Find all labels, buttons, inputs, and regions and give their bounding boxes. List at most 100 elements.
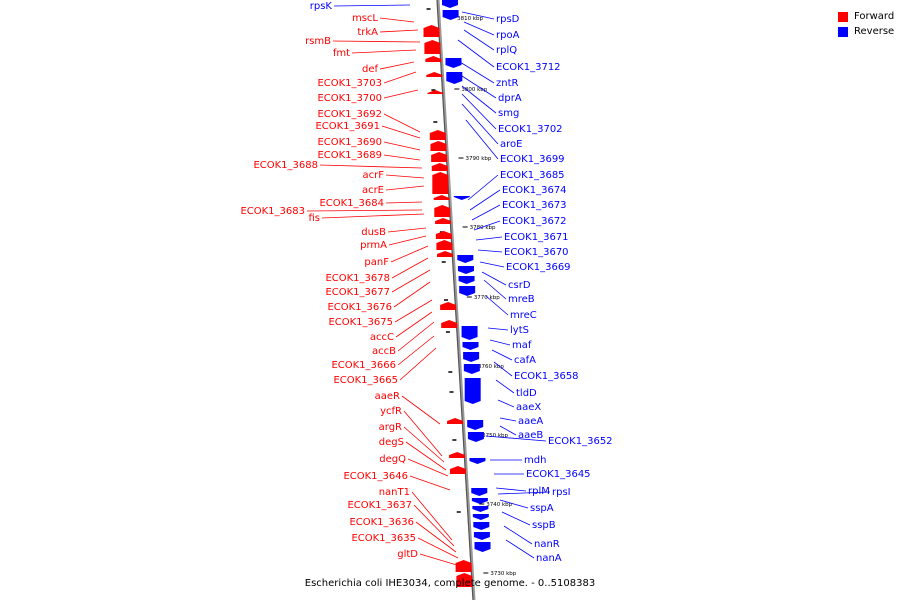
- reverse-leader-line: [461, 103, 499, 145]
- forward-gene-label-ecok1-3635: ECOK1_3635: [351, 533, 416, 544]
- reverse-gene-label-tldd: tldD: [516, 388, 537, 399]
- forward-gene-feature: [427, 90, 444, 94]
- reverse-gene-label-nanr: nanR: [534, 539, 560, 550]
- forward-leader-line: [393, 281, 431, 308]
- forward-gene-label-gltd: gltD: [397, 549, 418, 560]
- reverse-gene-label-ecok1-3672: ECOK1_3672: [502, 216, 567, 227]
- reverse-gene-feature: [445, 58, 462, 68]
- reverse-leader-line: [485, 295, 509, 316]
- reverse-gene-feature: [471, 488, 488, 496]
- reverse-gene-label-zntr: zntR: [496, 78, 519, 89]
- reverse-gene-label-cafa: cafA: [514, 355, 536, 366]
- forward-gene-label-def: def: [362, 64, 379, 75]
- forward-leader-line: [419, 553, 461, 567]
- forward-leader-line: [379, 17, 415, 23]
- forward-gene-feature: [456, 573, 473, 587]
- forward-gene-label-rsmb: rsmB: [305, 36, 331, 47]
- reverse-leader-line: [497, 491, 551, 495]
- forward-gene-feature: [424, 40, 441, 54]
- reverse-leader-line: [469, 189, 501, 211]
- reverse-leader-line: [483, 279, 507, 300]
- reverse-gene-label-ecok1-3670: ECOK1_3670: [504, 247, 569, 258]
- reverse-gene-label-rpsi: rpsI: [552, 487, 571, 498]
- reverse-gene-label-ecok1-3658: ECOK1_3658: [514, 371, 579, 382]
- forward-gene-label-mscl: mscL: [352, 13, 378, 24]
- reverse-gene-feature: [469, 458, 486, 464]
- reverse-gene-label-ecok1-3699: ECOK1_3699: [500, 154, 565, 165]
- forward-gene-feature: [432, 172, 449, 194]
- reverse-swatch: [838, 26, 848, 37]
- forward-gene-label-ecok1-3675: ECOK1_3675: [328, 317, 393, 328]
- forward-leader-line: [407, 458, 449, 477]
- forward-leader-line: [385, 185, 425, 191]
- reverse-gene-label-rpsd: rpsD: [496, 14, 520, 25]
- reverse-gene-label-rpsk: rpsK: [310, 1, 333, 12]
- forward-gene-label-prma: prmA: [360, 240, 387, 251]
- reverse-gene-label-aaex: aaeX: [516, 402, 541, 413]
- reverse-leader-line: [481, 271, 507, 286]
- reverse-leader-line: [461, 11, 495, 20]
- reverse-gene-feature: [442, 0, 458, 8]
- forward-leader-line: [401, 395, 441, 425]
- reverse-gene-label-ecok1-3712: ECOK1_3712: [496, 62, 561, 73]
- reverse-gene-label-mdh: mdh: [524, 455, 546, 466]
- forward-gene-label-ecok1-3692: ECOK1_3692: [317, 109, 382, 120]
- reverse-gene-feature: [459, 286, 476, 296]
- reverse-leader-line: [493, 361, 513, 377]
- forward-gene-feature: [434, 205, 451, 217]
- reverse-gene-label-sspa: sspA: [530, 503, 554, 514]
- forward-swatch: [838, 11, 848, 22]
- forward-leader-line: [321, 213, 425, 219]
- forward-gene-label-dusb: dusB: [361, 227, 386, 238]
- legend-forward: Forward: [838, 9, 894, 24]
- forward-gene-label-trka: trkA: [357, 27, 378, 38]
- reverse-gene-label-ecok1-3652: ECOK1_3652: [548, 436, 613, 447]
- forward-gene-label-accb: accB: [372, 346, 396, 357]
- forward-gene-feature: [431, 163, 448, 171]
- reverse-leader-line: [505, 539, 535, 559]
- forward-gene-label-ecok1-3700: ECOK1_3700: [317, 93, 382, 104]
- forward-gene-label-ecok1-3678: ECOK1_3678: [325, 273, 390, 284]
- reverse-gene-label-rplq: rplQ: [496, 45, 517, 56]
- reverse-gene-label-aaea: aaeA: [518, 416, 543, 427]
- reverse-gene-feature: [453, 196, 470, 200]
- forward-gene-feature: [426, 72, 443, 77]
- forward-gene-feature: [437, 251, 454, 257]
- reverse-leader-line: [457, 39, 495, 68]
- scale-tick-label: 3760 kbp: [478, 364, 504, 370]
- forward-gene-feature: [429, 130, 446, 140]
- forward-leader-line: [383, 71, 417, 84]
- forward-leader-line: [383, 113, 421, 133]
- forward-leader-line: [405, 441, 447, 471]
- scale-tick-label: 3740 kbp: [486, 502, 512, 508]
- forward-gene-label-panf: panF: [364, 257, 389, 268]
- forward-gene-label-ecok1-3688: ECOK1_3688: [253, 160, 318, 171]
- reverse-leader-line: [501, 511, 531, 526]
- reverse-gene-label-csrd: csrD: [508, 280, 531, 291]
- forward-leader-line: [391, 257, 429, 279]
- forward-leader-line: [403, 426, 445, 463]
- reverse-gene-feature: [446, 72, 463, 84]
- reverse-leader-line: [499, 499, 529, 509]
- reverse-leader-line: [463, 21, 495, 36]
- forward-gene-label-ecok1-3689: ECOK1_3689: [317, 150, 382, 161]
- forward-leader-line: [319, 164, 423, 169]
- reverse-leader-line: [473, 220, 501, 231]
- forward-gene-label-acrf: acrF: [363, 170, 385, 181]
- forward-leader-line: [417, 537, 459, 559]
- forward-leader-line: [391, 269, 431, 293]
- forward-leader-line: [383, 154, 421, 161]
- forward-leader-line: [390, 245, 429, 263]
- forward-gene-label-ecok1-3683: ECOK1_3683: [240, 206, 305, 217]
- reverse-gene-label-maf: maf: [512, 340, 532, 351]
- reverse-gene-feature: [462, 342, 479, 350]
- reverse-leader-line: [485, 435, 547, 442]
- reverse-leader-line: [463, 29, 495, 51]
- scale-tick-label: 3770 kbp: [474, 295, 500, 301]
- forward-gene-label-aaer: aaeR: [375, 391, 400, 402]
- forward-leader-line: [415, 521, 457, 553]
- reverse-leader-line: [477, 249, 503, 253]
- reverse-gene-feature: [474, 542, 491, 552]
- forward-leader-line: [306, 209, 423, 212]
